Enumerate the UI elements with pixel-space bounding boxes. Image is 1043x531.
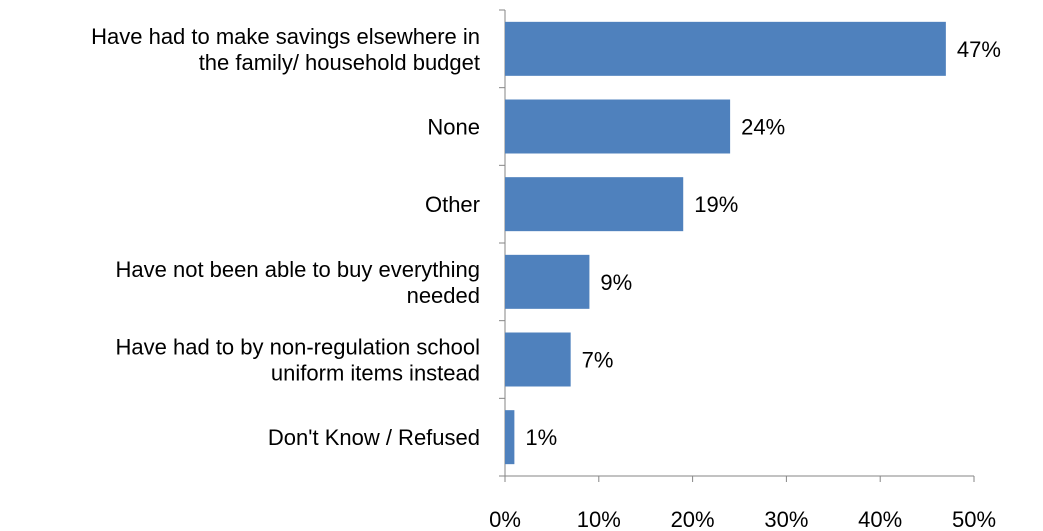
category-label-line: None [427,115,480,140]
bar [505,21,946,76]
x-tick-label: 50% [952,507,996,531]
x-tick-label: 10% [577,507,621,531]
x-tick-label: 30% [764,507,808,531]
chart-bars [505,21,946,465]
category-label: Don't Know / Refused [268,425,480,450]
data-label: 24% [741,115,785,140]
data-label: 7% [582,348,614,373]
x-tick-labels: 0% 10% 20% 30% 40% 50% [489,507,996,531]
category-label: Have not been able to buy everything need… [116,257,480,308]
value-labels: 47% 24% 19% 9% 7% 1% [525,37,1001,450]
bar [505,99,731,154]
category-label-line: Have had to make savings elsewhere in [91,24,480,49]
category-label: Have had to make savings elsewhere in the… [91,24,480,75]
bar [505,332,571,387]
category-label: Have had to by non-regulation school unif… [116,335,480,386]
category-label-line: uniform items instead [271,361,480,386]
x-tick-label: 40% [858,507,902,531]
category-label: None [427,115,480,140]
bar [505,254,590,309]
x-tick-label: 0% [489,507,521,531]
category-labels: Have had to make savings elsewhere in the… [91,24,480,450]
x-tick-label: 20% [671,507,715,531]
data-label: 9% [600,270,632,295]
category-label-line: Have not been able to buy everything [116,257,480,282]
category-label-line: Other [425,192,480,217]
data-label: 1% [525,425,557,450]
category-label-line: Don't Know / Refused [268,425,480,450]
category-label-line: the family/ household budget [199,50,480,75]
data-label: 47% [957,37,1001,62]
category-label-line: needed [407,283,480,308]
bar [505,410,515,465]
category-label: Other [425,192,480,217]
category-label-line: Have had to by non-regulation school [116,335,480,360]
data-label: 19% [694,192,738,217]
chart-axes [499,9,975,482]
bar [505,177,684,232]
